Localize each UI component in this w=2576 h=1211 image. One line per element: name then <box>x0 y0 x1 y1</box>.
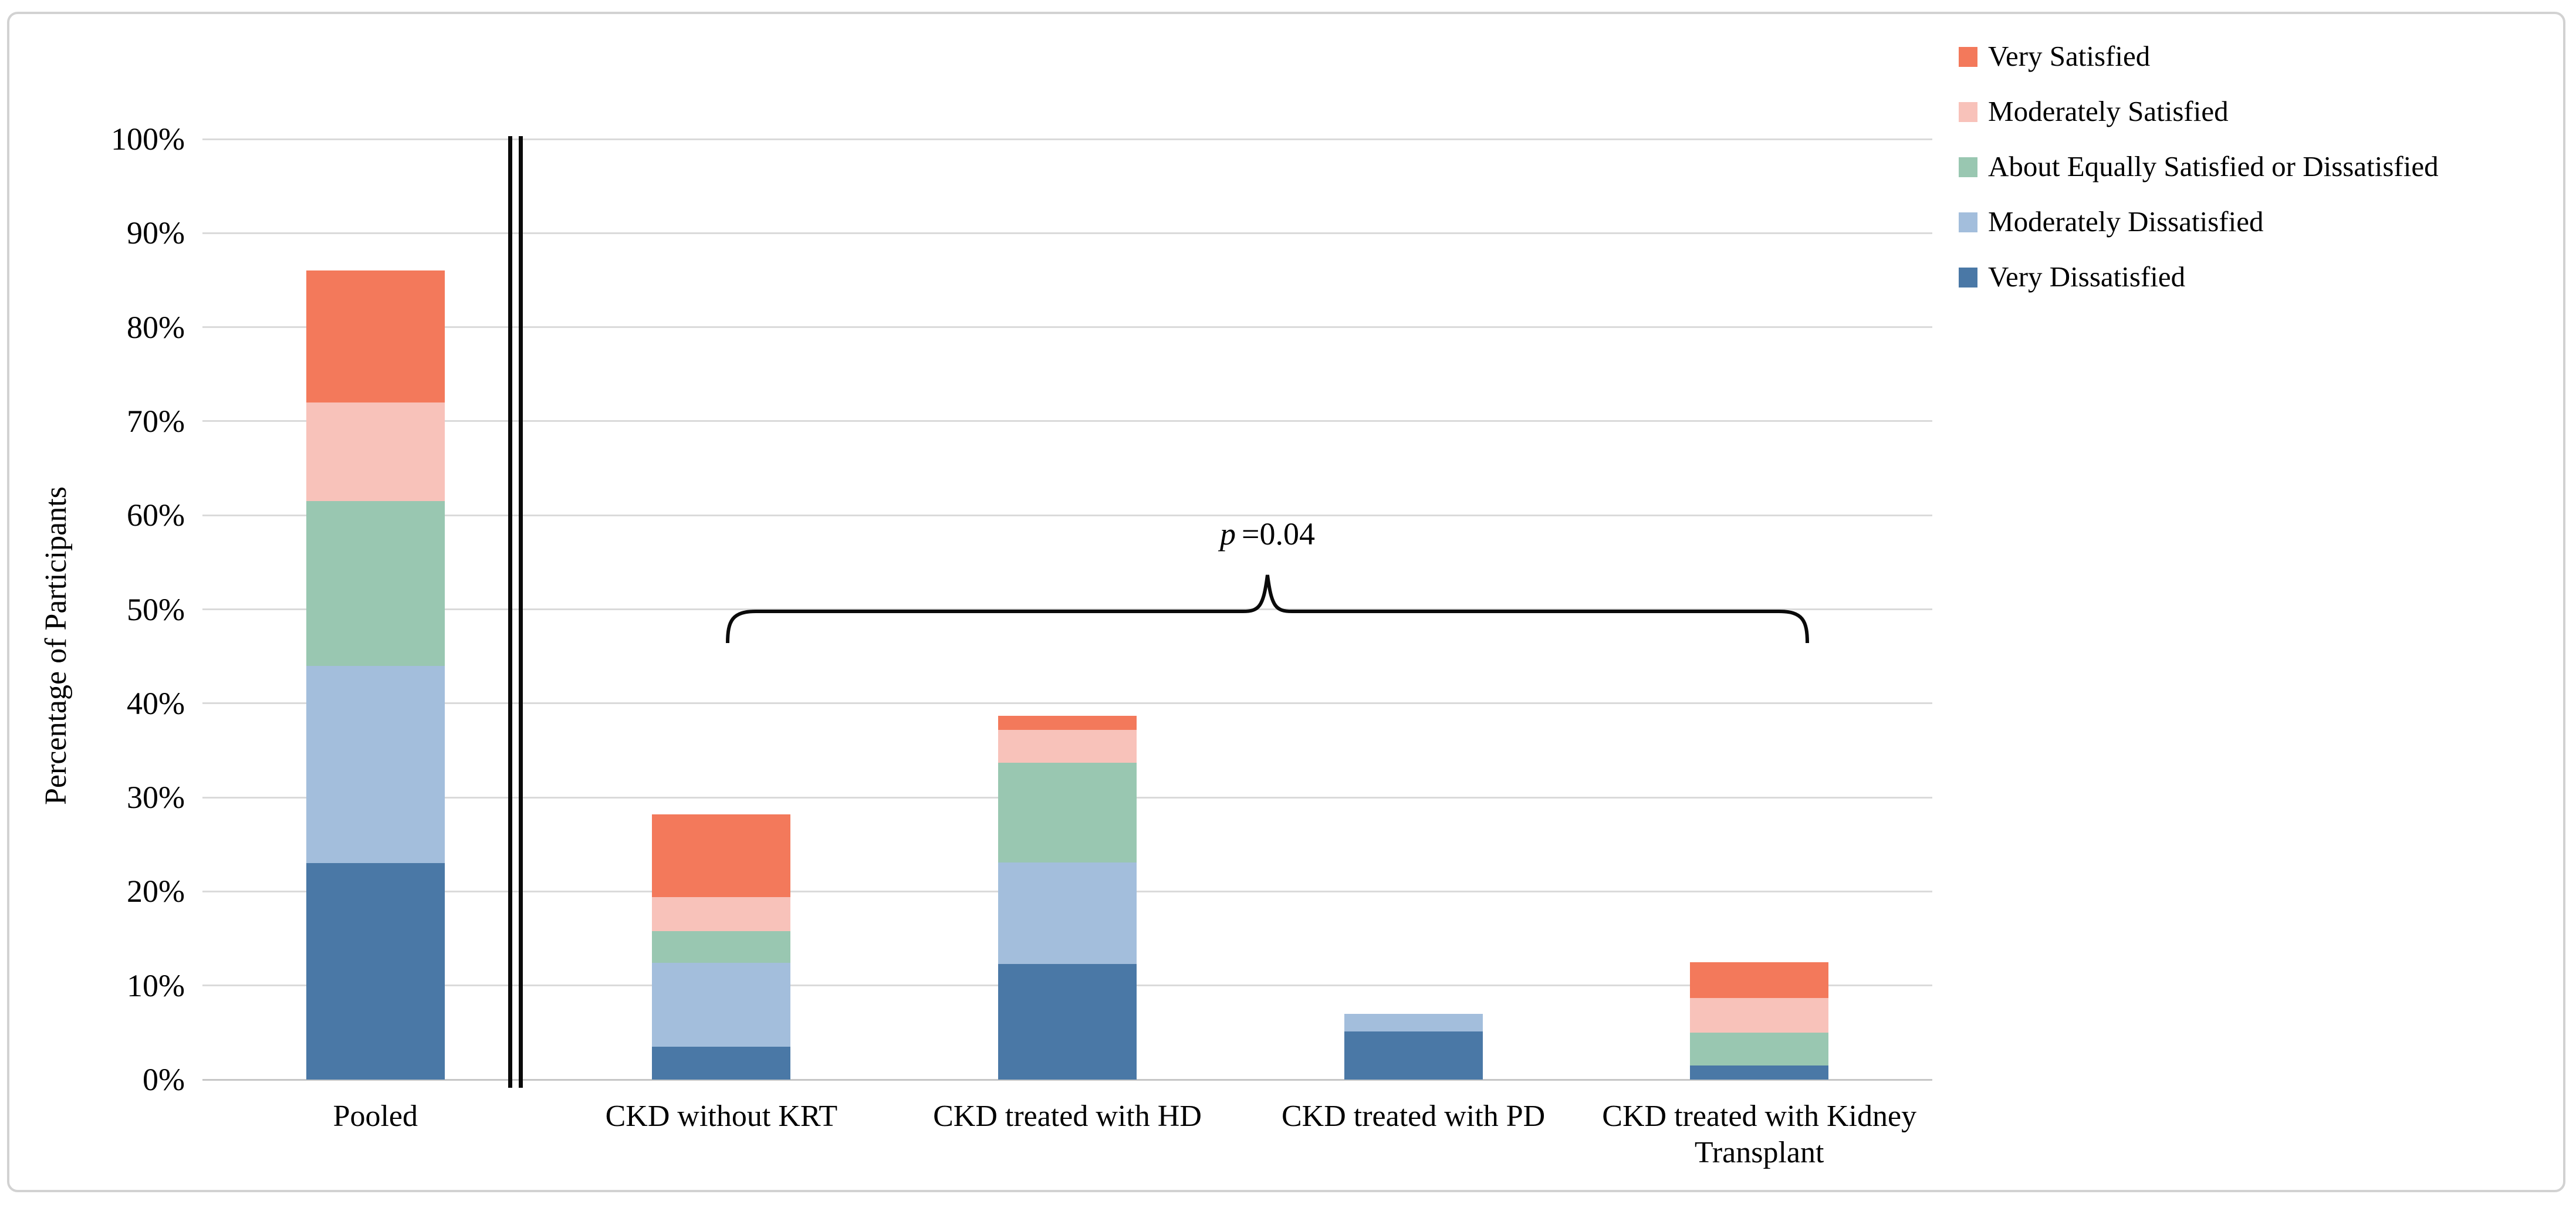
bar-segment-about-equally-satisfied-or-dissatisfied <box>306 501 445 666</box>
gridline <box>202 420 1932 422</box>
bar-segment-very-dissatisfied <box>306 863 445 1080</box>
legend-swatch-about-equally-satisfied-or-dissatisfied <box>1959 157 1977 177</box>
bar-segment-about-equally-satisfied-or-dissatisfied <box>1690 1032 1829 1065</box>
x-axis-label: CKD treated with HD <box>933 1100 1202 1133</box>
bar-segment-very-satisfied <box>306 270 445 402</box>
bar-segment-moderately-satisfied <box>306 402 445 502</box>
gridline <box>202 608 1932 610</box>
y-tick-label: 40% <box>127 685 185 721</box>
y-tick-label: 0% <box>143 1062 185 1097</box>
x-axis-label: Pooled <box>333 1100 418 1133</box>
legend-swatch-very-dissatisfied <box>1959 268 1977 287</box>
gridline <box>202 138 1932 140</box>
legend-label: About Equally Satisfied or Dissatisfied <box>1988 150 2439 182</box>
y-tick-label: 100% <box>111 121 185 157</box>
legend-swatch-very-satisfied <box>1959 47 1977 67</box>
y-tick-label: 90% <box>127 215 185 251</box>
y-tick-label: 30% <box>127 780 185 816</box>
y-tick-label: 60% <box>127 498 185 533</box>
legend-label: Moderately Dissatisfied <box>1988 205 2264 238</box>
gridline <box>202 326 1932 329</box>
bar-segment-moderately-satisfied <box>652 897 791 931</box>
bar-segment-very-dissatisfied <box>1344 1031 1483 1080</box>
bar-segment-very-dissatisfied <box>1690 1065 1829 1080</box>
figure-border <box>7 12 2565 1192</box>
p-symbol: p <box>1220 516 1236 552</box>
legend-swatch-moderately-dissatisfied <box>1959 212 1977 232</box>
bar-segment-very-satisfied <box>652 814 791 898</box>
bar-segment-moderately-dissatisfied <box>652 963 791 1047</box>
bar-segment-moderately-dissatisfied <box>998 862 1137 964</box>
bar-segment-very-satisfied <box>1690 962 1829 998</box>
gridline <box>202 232 1932 234</box>
p-value-text: =0.04 <box>1242 516 1315 552</box>
x-axis-label: CKD without KRT <box>605 1100 838 1133</box>
gridline <box>202 514 1932 516</box>
legend-label: Moderately Satisfied <box>1988 95 2229 127</box>
axis-break-separator-line <box>508 136 512 1088</box>
bar-segment-about-equally-satisfied-or-dissatisfied <box>998 762 1137 862</box>
bar-segment-very-dissatisfied <box>652 1046 791 1080</box>
x-axis-label: CKD treated with PD <box>1282 1100 1546 1133</box>
x-axis-line <box>202 1078 1932 1081</box>
legend-swatch-moderately-satisfied <box>1959 102 1977 122</box>
x-axis-label: CKD treated with Kidney Transplant <box>1602 1100 1917 1169</box>
bar-segment-moderately-dissatisfied <box>1344 1013 1483 1032</box>
brace-path <box>726 574 1809 644</box>
bar-segment-moderately-satisfied <box>998 729 1137 763</box>
legend-label: Very Satisfied <box>1988 40 2151 72</box>
bar-segment-moderately-dissatisfied <box>306 665 445 864</box>
bar-segment-very-dissatisfied <box>998 963 1137 1080</box>
p-value-label: p =0.04 <box>1091 516 1443 552</box>
legend-label: Very Dissatisfied <box>1988 261 2186 293</box>
bar-segment-very-satisfied <box>998 715 1137 730</box>
y-tick-label: 10% <box>127 968 185 1003</box>
bar-segment-about-equally-satisfied-or-dissatisfied <box>652 931 791 963</box>
bar-segment-moderately-satisfied <box>1690 997 1829 1033</box>
y-tick-label: 20% <box>127 874 185 909</box>
y-tick-label: 50% <box>127 591 185 627</box>
axis-break-separator-line <box>519 136 523 1088</box>
gridline <box>202 702 1932 705</box>
y-tick-label: 80% <box>127 309 185 345</box>
y-tick-label: 70% <box>127 403 185 439</box>
